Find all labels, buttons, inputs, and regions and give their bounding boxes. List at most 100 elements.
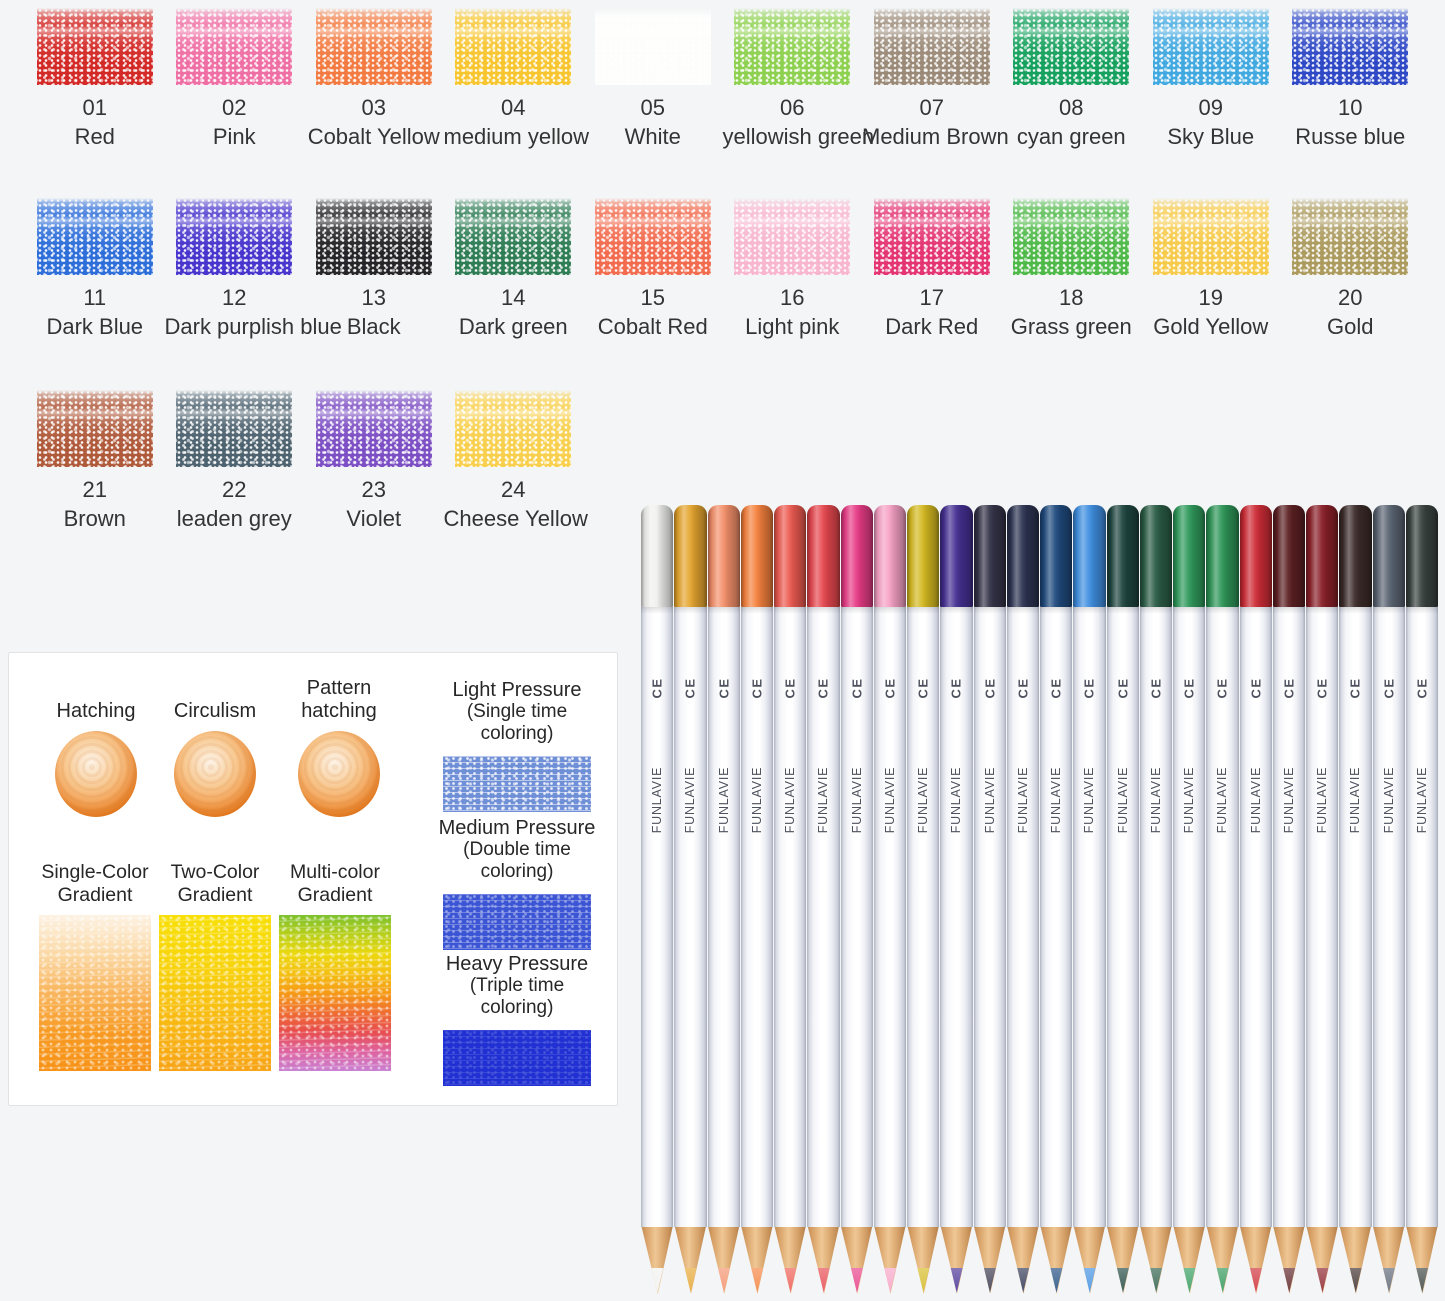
pressure-title: Medium Pressure	[438, 817, 596, 839]
pencil: CE FUNLAVIE	[1173, 505, 1206, 1294]
ce-mark: CE	[1314, 677, 1330, 699]
pencil-body: CE FUNLAVIE	[873, 607, 907, 1227]
technique-circulism: Circulism	[150, 667, 280, 817]
pencil-lead	[684, 1268, 697, 1294]
brand-text: FUNLAVIE	[1182, 766, 1197, 834]
ce-mark: CE	[782, 677, 798, 699]
color-swatch	[594, 8, 711, 85]
pencil-wood-tip	[1007, 1227, 1039, 1294]
pencil-body: CE FUNLAVIE	[707, 607, 741, 1227]
pencil-cap	[707, 505, 740, 607]
pencil-lead	[916, 1268, 930, 1294]
pencil: CE FUNLAVIE	[940, 505, 973, 1294]
pencil-cap	[1405, 505, 1438, 607]
pencil-cap	[907, 505, 940, 607]
ce-mark: CE	[815, 677, 831, 699]
pencil-body: CE FUNLAVIE	[807, 607, 840, 1227]
color-swatch-item: 12 Dark purplish blue	[165, 198, 342, 340]
pencil-lead	[650, 1268, 664, 1294]
color-swatch-item: 02 Pink	[165, 8, 305, 150]
color-swatch	[455, 198, 572, 275]
color-swatch	[455, 8, 572, 85]
pencil: CE FUNLAVIE	[707, 505, 741, 1294]
pencil-wood-tip	[1240, 1227, 1272, 1294]
pencil-wood-tip	[807, 1227, 839, 1294]
pencil-wood-tip	[708, 1227, 740, 1294]
color-swatch-item: 03 Cobalt Yellow	[304, 8, 444, 150]
technique-pattern-hatching: Pattern hatching	[274, 667, 404, 817]
pencil: CE FUNLAVIE	[1139, 505, 1173, 1294]
pencil-lead	[1249, 1268, 1262, 1294]
gradient-swatch	[279, 915, 391, 1071]
pencil-lead	[1315, 1268, 1329, 1294]
pencil-wood-tip	[1373, 1227, 1405, 1294]
brand-text: FUNLAVIE	[916, 766, 931, 834]
color-swatch	[176, 198, 293, 275]
ce-mark: CE	[1281, 677, 1297, 699]
brand-text: FUNLAVIE	[949, 766, 964, 834]
brand-text: FUNLAVIE	[650, 766, 665, 834]
brand-text: FUNLAVIE	[882, 766, 897, 834]
pencil-body: CE FUNLAVIE	[1173, 607, 1206, 1227]
color-swatch	[36, 198, 153, 275]
brand-text: FUNLAVIE	[849, 766, 864, 834]
pencil-wood-tip	[674, 1227, 706, 1294]
pencil: CE FUNLAVIE	[840, 505, 874, 1294]
pencil-body: CE FUNLAVIE	[1239, 607, 1273, 1227]
color-swatch	[315, 8, 432, 85]
color-swatch	[176, 390, 293, 467]
ce-mark: CE	[915, 677, 931, 699]
color-swatch-item: 07 Medium Brown	[862, 8, 1009, 150]
color-swatch-item: 13 Black	[304, 198, 444, 340]
pencil: CE FUNLAVIE	[1405, 505, 1439, 1294]
swatch-name: Medium Brown	[862, 124, 1009, 149]
ce-mark: CE	[649, 677, 665, 699]
color-swatch-item: 10 Russe blue	[1281, 8, 1421, 150]
pencil-cap	[1272, 505, 1305, 607]
pressure-swatch	[443, 1029, 591, 1086]
pencil-body: CE FUNLAVIE	[1073, 607, 1106, 1227]
swatch-number: 24	[501, 477, 526, 502]
pencil: CE FUNLAVIE	[1239, 505, 1273, 1294]
pencil: CE FUNLAVIE	[641, 505, 674, 1294]
circulism-sphere-illustration	[174, 731, 256, 817]
swatch-number: 08	[1059, 95, 1084, 120]
swatch-number: 21	[82, 477, 107, 502]
technique-label: Circulism	[173, 700, 257, 722]
swatch-number: 12	[222, 285, 247, 310]
swatch-name: medium yellow	[443, 124, 590, 149]
color-swatch	[734, 8, 851, 85]
brand-text: FUNLAVIE	[783, 766, 798, 834]
color-swatch-item: 01 Red	[25, 8, 165, 150]
pencil-cap	[873, 505, 906, 607]
pencil-lead	[950, 1268, 963, 1294]
color-swatch-item: 04 medium yellow	[443, 8, 590, 150]
pressure-title: Light Pressure	[452, 679, 582, 701]
swatch-number: 09	[1198, 95, 1223, 120]
color-swatch	[455, 390, 572, 467]
pencil-body: CE FUNLAVIE	[1206, 607, 1239, 1227]
color-swatch-item: 14 Dark green	[444, 198, 584, 340]
multi-color-gradient: Multi-color Gradient	[270, 861, 400, 1071]
ce-mark: CE	[1414, 677, 1430, 699]
pencil-lead	[1083, 1268, 1096, 1294]
pencil-cap	[973, 505, 1006, 607]
swatch-name: Dark Blue	[46, 314, 144, 339]
swatch-name: cyan green	[1016, 124, 1126, 149]
color-swatch-item: 09 Sky Blue	[1141, 8, 1281, 150]
swatch-number: 04	[501, 95, 526, 120]
swatch-number: 22	[222, 477, 247, 502]
pencil: CE FUNLAVIE	[1372, 505, 1406, 1294]
swatch-name: Cobalt Yellow	[307, 124, 440, 149]
swatch-number: 03	[361, 95, 386, 120]
pencil: CE FUNLAVIE	[973, 505, 1007, 1294]
brand-text: FUNLAVIE	[816, 766, 831, 834]
swatch-number: 23	[361, 477, 386, 502]
pencil-lead	[817, 1268, 830, 1294]
brand-text: FUNLAVIE	[1281, 766, 1296, 834]
color-swatch-item: 21 Brown	[25, 390, 165, 532]
swatch-name: Red	[74, 124, 115, 149]
pencil: CE FUNLAVIE	[674, 505, 707, 1294]
ce-mark: CE	[849, 677, 865, 699]
ce-mark: CE	[882, 677, 898, 699]
